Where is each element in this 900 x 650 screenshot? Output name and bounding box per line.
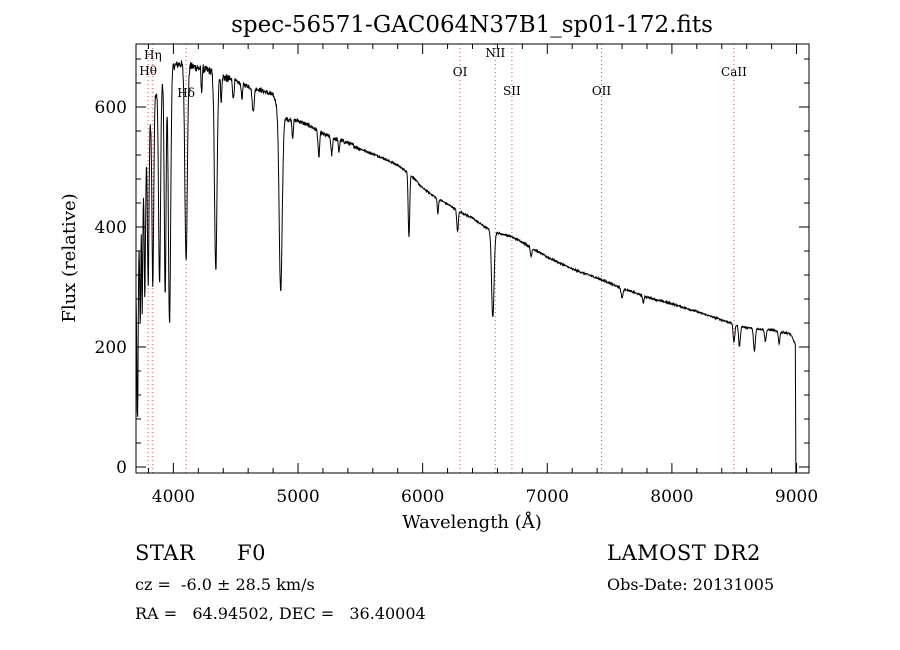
spectral-subclass: F0 [237,541,266,565]
y-tick-label: 400 [95,218,127,238]
sky-coordinates: RA = 64.94502, DEC = 36.40004 [135,604,426,623]
survey-name: LAMOST DR2 [607,541,761,565]
line-label-7: CaII [721,65,747,79]
line-label-2: Hδ [177,86,195,100]
redshift-velocity: cz = -6.0 ± 28.5 km/s [135,575,315,594]
y-tick-label: 200 [95,338,127,358]
x-tick-label: 8000 [650,487,693,507]
y-axis-label: Flux (relative) [59,193,80,322]
x-tick-label: 4000 [152,487,195,507]
observation-date: Obs-Date: 20131005 [607,575,775,594]
spectrum-line [135,60,797,474]
x-axis-label: Wavelength (Å) [402,511,542,533]
line-label-1: Hθ [139,64,157,78]
chart-title: spec-56571-GAC064N37B1_sp01-172.fits [231,12,713,38]
y-tick-label: 0 [116,458,127,478]
line-label-0: Hη [144,48,162,62]
x-tick-label: 5000 [276,487,319,507]
line-label-4: NII [485,46,505,60]
x-tick-label: 7000 [526,487,569,507]
y-tick-label: 600 [95,98,127,118]
line-label-3: OI [453,65,468,79]
x-tick-label: 6000 [401,487,444,507]
line-label-5: SII [503,84,521,98]
x-tick-label: 9000 [775,487,818,507]
plot-frame [135,43,810,474]
line-label-6: OII [592,84,612,98]
object-class: STAR [135,541,196,565]
